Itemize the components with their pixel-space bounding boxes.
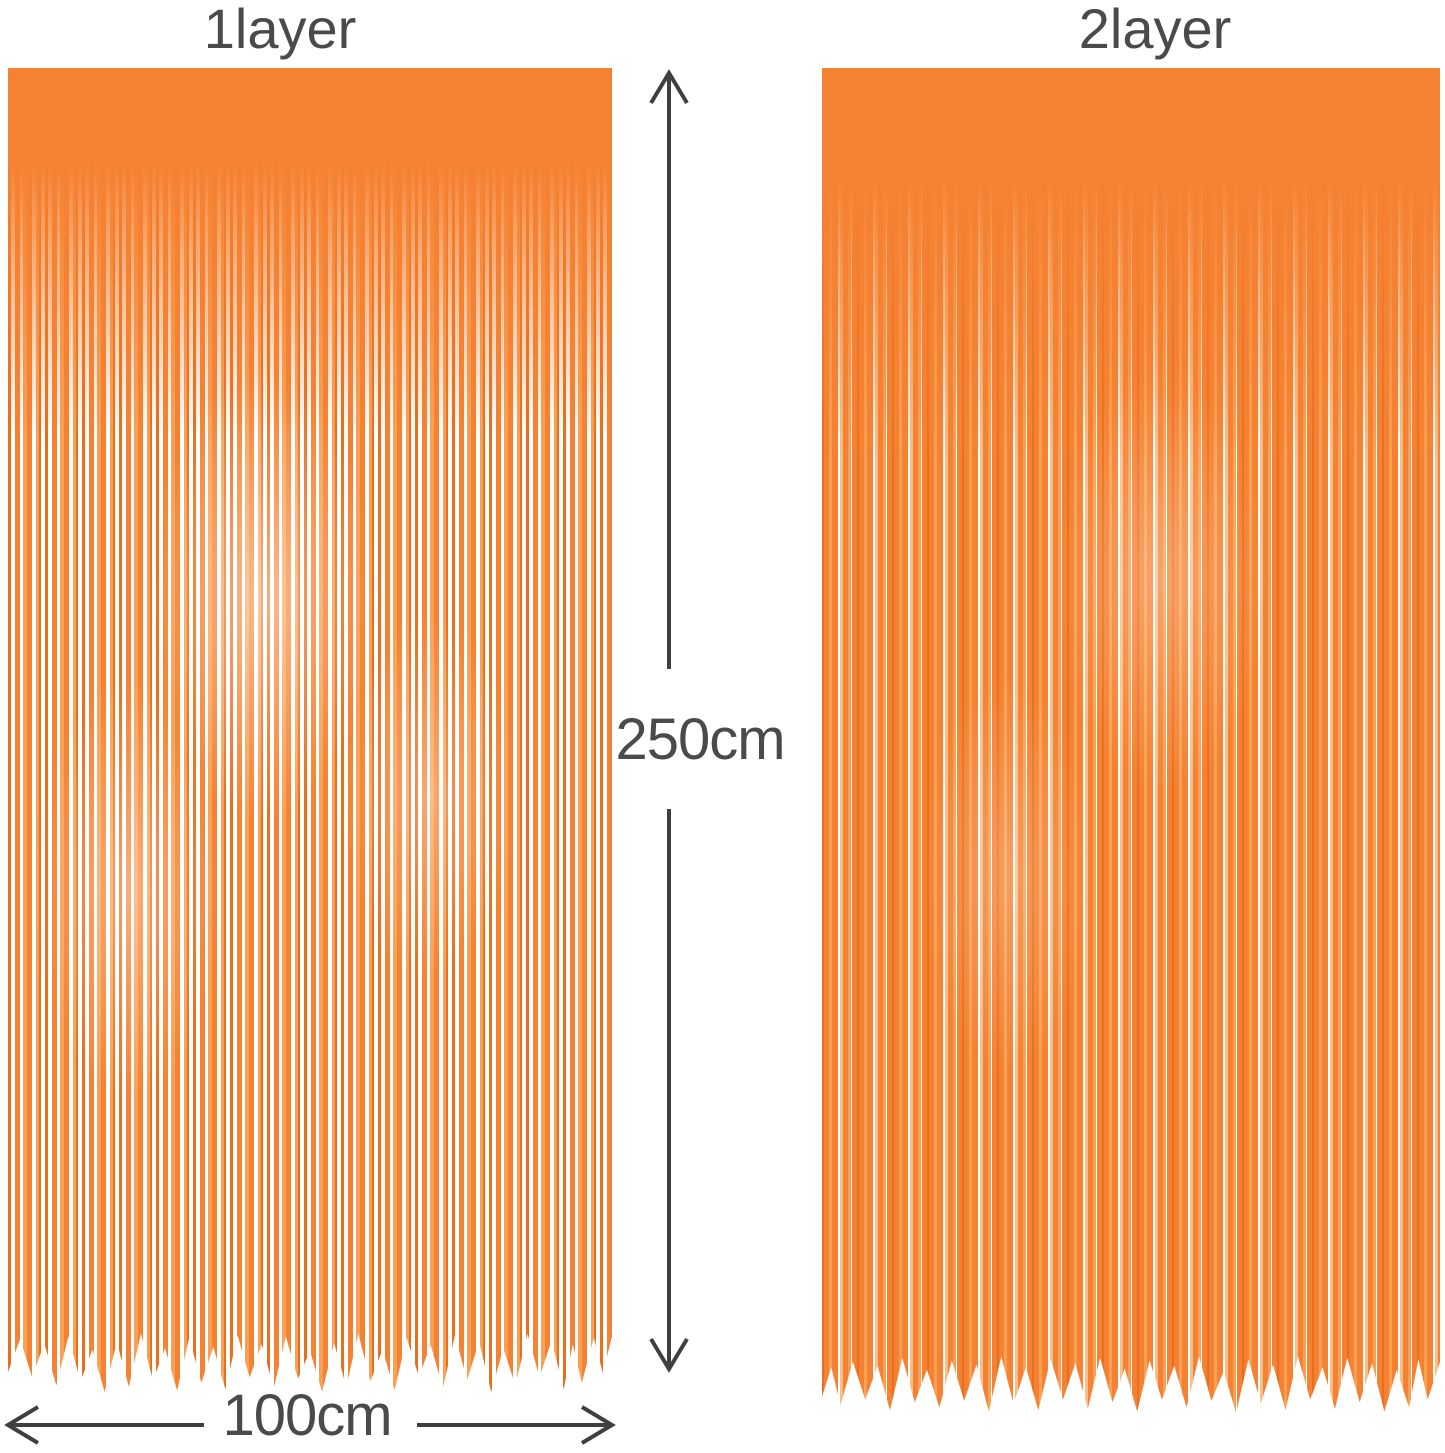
foil-curtain-2layer <box>822 68 1440 1413</box>
width-dimension-value: 100cm <box>222 1383 392 1448</box>
width-arrow-icon <box>4 1405 616 1445</box>
foil-curtain-1layer <box>8 68 612 1392</box>
right-curtain-label: 2layer <box>1078 0 1232 60</box>
left-curtain-label: 1layer <box>203 0 357 60</box>
height-arrow-icon <box>649 69 689 1373</box>
height-dimension-value: 250cm <box>615 707 785 772</box>
